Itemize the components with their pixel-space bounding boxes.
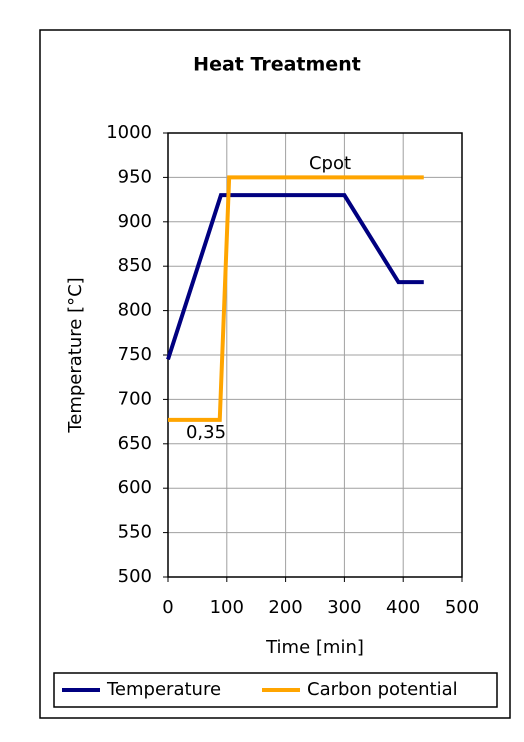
y-tick-label: 800 <box>118 300 152 321</box>
annotation: Cpot <box>309 153 351 174</box>
y-tick-label: 500 <box>118 566 152 587</box>
annotation: 0,35 <box>186 422 226 443</box>
y-axis-label: Temperature [°C] <box>65 277 86 433</box>
y-tick-label: 900 <box>118 211 152 232</box>
x-tick-label: 300 <box>327 597 361 618</box>
x-tick-label: 400 <box>386 597 420 618</box>
y-tick-label: 950 <box>118 166 152 187</box>
legend-label: Carbon potential <box>307 679 458 700</box>
legend-label: Temperature <box>106 679 221 700</box>
y-tick-label: 600 <box>118 477 152 498</box>
y-tick-label: 650 <box>118 433 152 454</box>
series-line <box>168 175 424 422</box>
y-tick-label: 1000 <box>106 122 152 143</box>
chart-title: Heat Treatment <box>193 54 361 76</box>
x-tick-label: 0 <box>162 597 173 618</box>
chart-frame <box>39 29 511 719</box>
y-tick-label: 700 <box>118 388 152 409</box>
x-tick-label: 500 <box>445 597 479 618</box>
y-tick-label: 750 <box>118 344 152 365</box>
series-line <box>166 193 424 361</box>
y-tick-label: 850 <box>118 255 152 276</box>
y-tick-label: 550 <box>118 522 152 543</box>
x-tick-label: 200 <box>268 597 302 618</box>
x-axis-label: Time [min] <box>265 637 364 658</box>
x-tick-label: 100 <box>210 597 244 618</box>
